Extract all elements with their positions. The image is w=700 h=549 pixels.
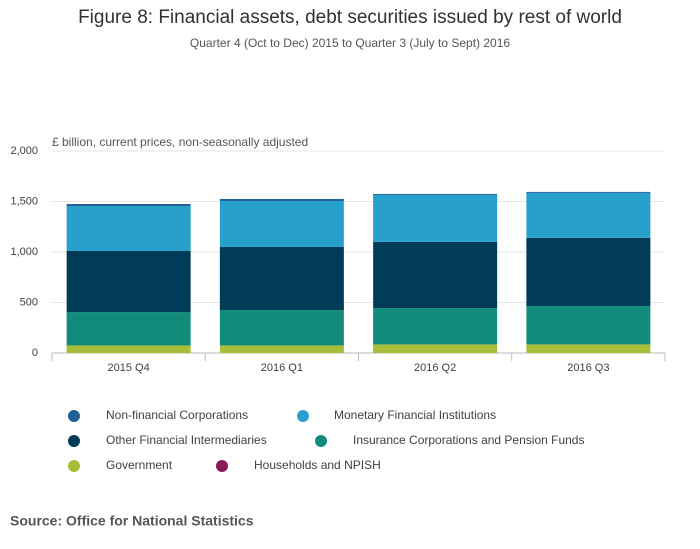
bar-segment [219,345,344,353]
chart-subtitle: Quarter 4 (Oct to Dec) 2015 to Quarter 3… [190,36,510,50]
x-tick-label: 2016 Q3 [567,362,609,374]
bar-segment [526,191,651,193]
y-tick-label: 1,500 [10,195,38,207]
bar-segment [219,198,344,201]
bar-segment [373,193,498,195]
bar-segment [373,241,498,309]
bar-segment [526,344,651,353]
legend-label: Households and NPISH [254,458,381,472]
y-tick-label: 1,000 [10,246,38,258]
legend-label: Monetary Financial Institutions [334,408,496,422]
legend-label: Other Financial Intermediaries [106,433,267,447]
bar-segment [373,194,498,242]
y-tick-label: 2,000 [10,145,38,157]
y-axis-label: £ billion, current prices, non-seasonall… [52,135,308,149]
legend-marker [315,435,327,447]
bar-segment [526,192,651,238]
bar-segment [373,308,498,345]
bar-segment [66,204,191,207]
x-tick-label: 2015 Q4 [108,362,150,374]
bar-segment [373,344,498,353]
legend-marker [68,460,80,472]
bar-segment [219,310,344,346]
y-tick-label: 500 [20,296,38,308]
legend-label: Government [106,458,173,472]
bar-segment [526,306,651,345]
x-tick-label: 2016 Q2 [414,362,456,374]
bar-segment [66,250,191,313]
legend-marker [68,410,80,422]
x-tick-label: 2016 Q1 [261,362,303,374]
bar-segment [219,246,344,311]
legend-marker [68,435,80,447]
bar-segment [66,312,191,346]
y-tick-label: 0 [32,347,38,359]
bar-segment [526,237,651,307]
bar-segment [66,345,191,353]
bar-segment [219,200,344,247]
chart-title: Figure 8: Financial assets, debt securit… [78,7,622,28]
source: Source: Office for National Statistics [10,513,254,529]
legend-marker [216,460,228,472]
bar-segment [66,206,191,251]
legend-label: Non-financial Corporations [106,408,248,422]
legend-marker [297,410,309,422]
legend-label: Insurance Corporations and Pension Funds [353,433,584,447]
